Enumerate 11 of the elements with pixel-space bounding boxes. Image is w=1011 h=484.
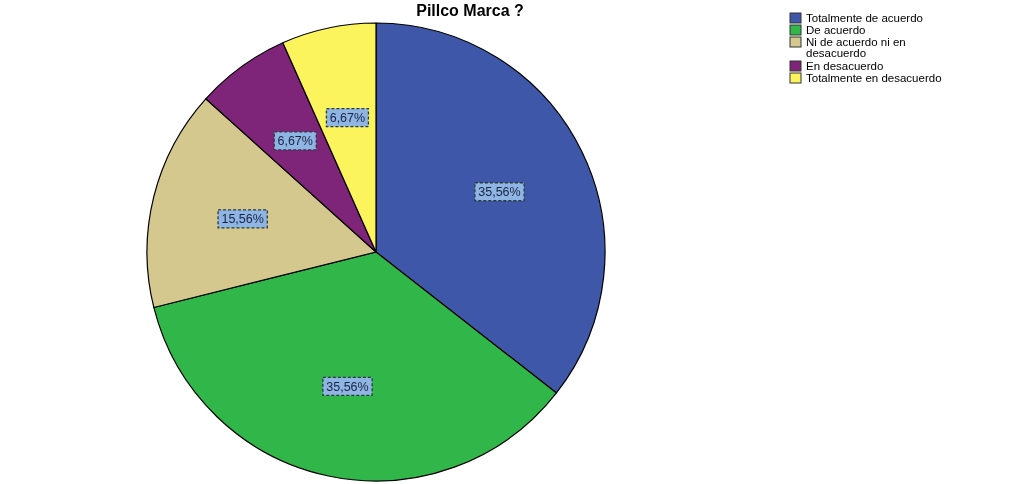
data-label: 15,56% <box>221 212 264 227</box>
legend-label: En desacuerdo <box>806 60 884 72</box>
legend-label: Totalmente en desacuerdo <box>806 72 942 84</box>
data-label: 6,67% <box>329 111 366 126</box>
chart-title: Pillco Marca ? <box>416 2 524 19</box>
data-label: 6,67% <box>277 134 313 149</box>
data-label: 35,56% <box>326 379 369 394</box>
data-label: 35,56% <box>478 185 521 200</box>
legend-label: Totalmente de acuerdo <box>806 12 923 24</box>
legend-label: Ni de acuerdo ni en desacuerdo <box>806 36 906 59</box>
legend-label: De acuerdo <box>806 24 866 36</box>
